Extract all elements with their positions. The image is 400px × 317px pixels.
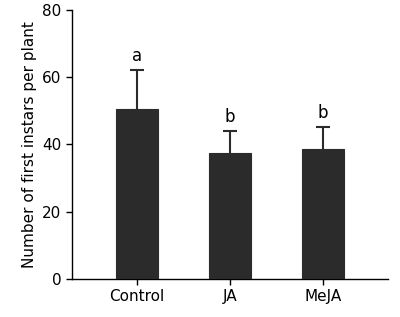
Bar (302, 149, 344, 279)
Text: b: b (225, 108, 235, 126)
Bar (116, 109, 158, 279)
Y-axis label: Number of first instars per plant: Number of first instars per plant (22, 21, 37, 268)
Bar (209, 153, 251, 279)
Text: a: a (132, 47, 142, 65)
Text: b: b (318, 104, 328, 122)
